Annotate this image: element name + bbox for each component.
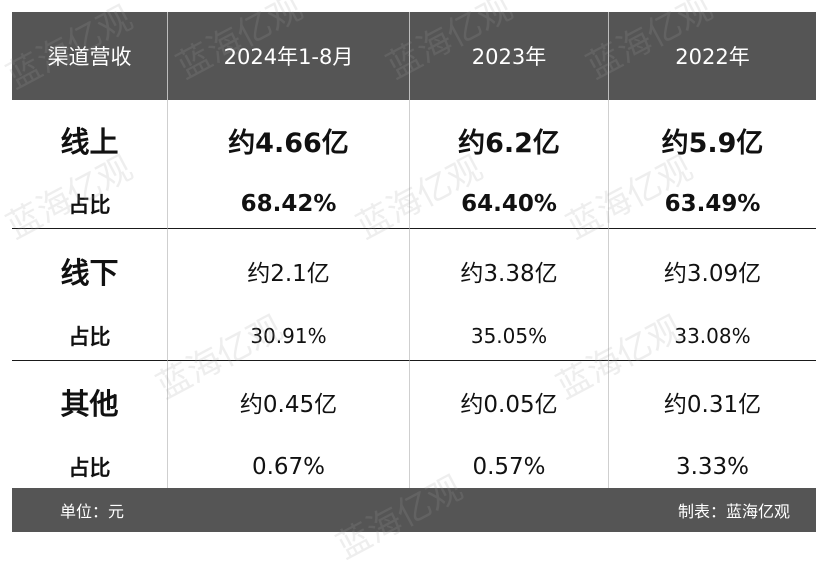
online-2024: 约4.66亿 (168, 100, 410, 180)
row-label-offline-share: 占比 (12, 312, 168, 361)
row-label-online: 线上 (12, 100, 168, 180)
row-label-online-share: 占比 (12, 180, 168, 229)
header-2024: 2024年1-8月 (168, 12, 410, 100)
offline-2023: 约3.38亿 (410, 229, 609, 312)
row-label-offline: 线下 (12, 229, 168, 312)
header-2022: 2022年 (609, 12, 816, 100)
offline-2024: 约2.1亿 (168, 229, 410, 312)
online-share-2024: 68.42% (168, 180, 410, 229)
online-share-2023: 64.40% (410, 180, 609, 229)
other-2024: 约0.45亿 (168, 361, 410, 443)
offline-share-2022: 33.08% (609, 312, 816, 361)
unit-note: 单位：元 (60, 502, 125, 521)
table-footer: 单位：元 制表：蓝海亿观 (12, 488, 816, 532)
other-2022: 约0.31亿 (663, 392, 762, 418)
online-2022: 约5.9亿 (661, 127, 764, 159)
source-note: 制表：蓝海亿观 (677, 502, 790, 521)
online-2023: 约6.2亿 (410, 100, 609, 180)
revenue-table: 渠道营收 2024年1-8月 2023年 2022年 线上 约4.66亿 约6.… (12, 12, 816, 491)
other-share-2024: 0.67% (168, 443, 410, 491)
other-share-2023: 0.57% (410, 443, 609, 491)
row-label-other-share: 占比 (12, 443, 168, 491)
offline-share-2024: 30.91% (168, 312, 410, 361)
online-share-2022: 63.49% (609, 180, 816, 229)
other-share-2022: 3.33% (675, 454, 750, 480)
row-label-other: 其他 (12, 361, 168, 443)
header-2023: 2023年 (410, 12, 609, 100)
offline-share-2023: 35.05% (410, 312, 609, 361)
header-channel: 渠道营收 (12, 12, 168, 100)
offline-2022: 约3.09亿 (663, 260, 762, 287)
other-2023: 约0.05亿 (410, 361, 609, 443)
